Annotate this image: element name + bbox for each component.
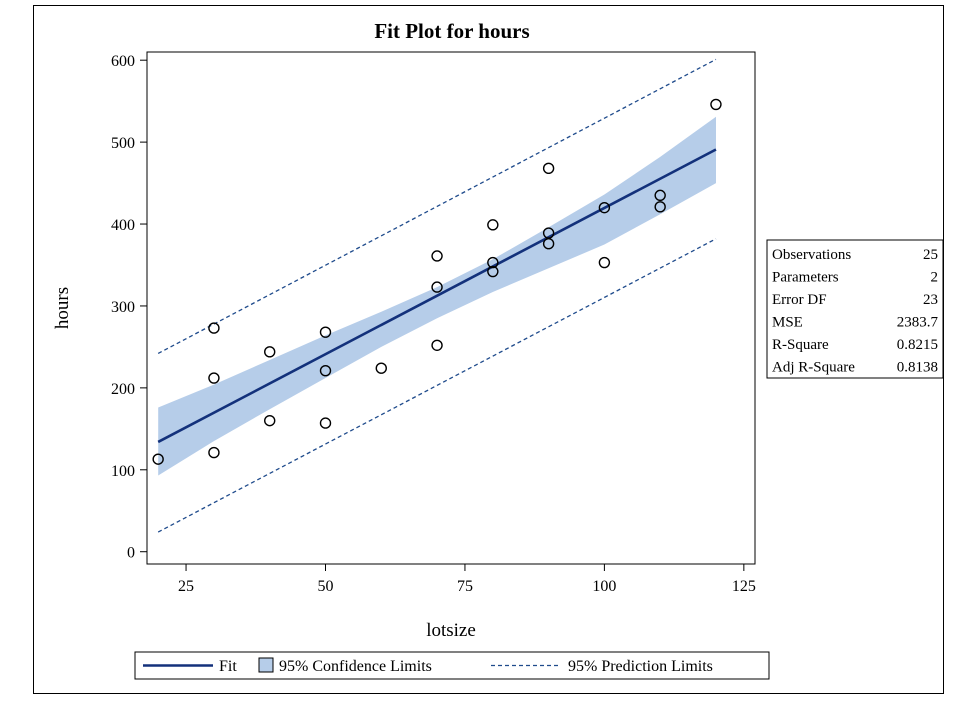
observation-point <box>208 372 220 384</box>
observation-point <box>654 201 666 213</box>
stats-value: 23 <box>923 292 938 308</box>
x-tick-label: 25 <box>178 578 194 595</box>
legend-box <box>134 651 770 680</box>
observation-point <box>152 453 164 465</box>
stats-label: MSE <box>772 315 803 331</box>
plot-area <box>146 51 756 565</box>
x-tick-label: 100 <box>592 578 616 595</box>
legend-band-swatch <box>258 657 274 673</box>
prediction-limit-upper <box>157 58 717 355</box>
observation-point <box>208 446 220 459</box>
legend-prediction-label: 95% Prediction Limits <box>568 658 713 675</box>
observation-point <box>264 346 276 358</box>
stats-value: 0.8215 <box>897 337 938 353</box>
observation-point <box>598 256 611 269</box>
stats-label: R-Square <box>772 337 829 353</box>
fit-line <box>157 148 717 444</box>
stats-value: 25 <box>923 247 938 263</box>
observation-point <box>542 227 555 239</box>
prediction-limit-lower <box>157 238 717 533</box>
observations-layer <box>152 98 722 465</box>
fit-statistics-table: Observations 25 Parameters 2 Error DF 23 MSE 23… <box>766 239 944 379</box>
legend: Fit 95% Confidence Limits 95% Prediction L… <box>134 651 770 680</box>
stats-label: Adj R-Square <box>772 360 855 376</box>
observation-point <box>431 281 443 293</box>
chart-title: Fit Plot for hours <box>374 19 529 43</box>
y-axis-label: hours <box>52 287 73 329</box>
observation-point <box>319 417 332 429</box>
observation-point <box>487 219 499 231</box>
observation-point <box>319 326 332 338</box>
observation-point <box>487 256 499 269</box>
observation-point <box>264 414 276 427</box>
legend-band-label: 95% Confidence Limits <box>279 658 432 675</box>
stats-value: 2383.7 <box>897 315 939 331</box>
stats-value: 0.8138 <box>897 360 938 376</box>
y-tick-label: 400 <box>111 217 135 234</box>
y-tick-label: 100 <box>111 463 135 480</box>
stats-value: 2 <box>931 270 939 286</box>
y-tick-label: 200 <box>111 381 135 398</box>
y-tick-label: 500 <box>111 135 135 152</box>
legend-fit-label: Fit <box>219 658 237 675</box>
axes-layer: 25 50 75 100 125 0 100 200 300 400 500 600 <box>111 53 756 595</box>
observation-point <box>431 250 443 262</box>
stats-label: Observations <box>772 247 851 263</box>
x-tick-label: 50 <box>317 578 333 595</box>
stats-label: Error DF <box>772 292 827 308</box>
x-axis-label: lotsize <box>426 620 476 641</box>
x-tick-label: 75 <box>457 578 473 595</box>
prediction-limits-layer <box>157 58 717 533</box>
stats-box <box>766 239 944 379</box>
fit-line-layer <box>157 148 717 444</box>
observation-point <box>208 322 220 334</box>
observation-point <box>710 98 722 111</box>
x-tick-label: 125 <box>732 578 756 595</box>
y-tick-label: 600 <box>111 53 135 70</box>
observation-point <box>375 362 387 374</box>
observation-point <box>487 265 499 278</box>
y-tick-label: 0 <box>127 545 135 562</box>
observation-point <box>431 339 443 351</box>
observation-point <box>598 201 611 214</box>
observation-point <box>319 364 332 377</box>
y-tick-label: 300 <box>111 299 135 316</box>
observation-point <box>654 189 666 202</box>
stats-label: Parameters <box>772 270 839 286</box>
observation-point <box>542 162 555 175</box>
